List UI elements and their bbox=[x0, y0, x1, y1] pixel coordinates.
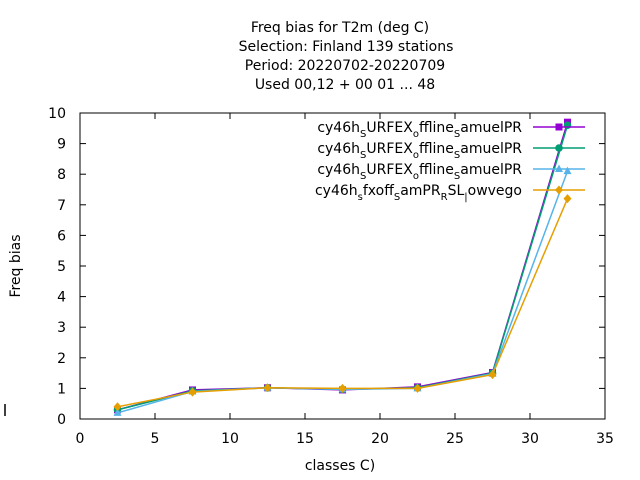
data-point bbox=[413, 383, 422, 393]
legend-label: cy46hSURFEXofflineSamuelPR bbox=[317, 141, 522, 161]
legend: cy46hSURFEXofflineSamuelPRcy46hSURFEXoff… bbox=[315, 120, 585, 203]
x-tick-label: 15 bbox=[296, 431, 314, 447]
series-line bbox=[117, 170, 569, 414]
x-tick-label: 0 bbox=[76, 431, 85, 447]
legend-swatch-marker bbox=[555, 185, 563, 195]
series-layer bbox=[113, 118, 572, 416]
data-point bbox=[338, 383, 347, 393]
y-axis-label: Freq bias bbox=[8, 234, 24, 297]
data-point bbox=[263, 383, 272, 393]
legend-entry: cy46hSURFEXofflineSamuelPR bbox=[317, 141, 585, 161]
legend-label: cy46hSURFEXofflineSamuelPR bbox=[317, 162, 522, 182]
legend-entry: cy46hSURFEXofflineSamuelPR bbox=[317, 120, 585, 140]
series-3 bbox=[113, 166, 572, 416]
data-point bbox=[113, 408, 122, 416]
y-tick-label: 9 bbox=[57, 137, 66, 153]
y-tick-label: 7 bbox=[57, 198, 66, 214]
x-axis-label: classes C) bbox=[305, 458, 375, 474]
title-line-3: Period: 20220702-20220709 bbox=[245, 58, 445, 74]
legend-entry: cy46hsfxoffSamPRRSL|owvego bbox=[315, 183, 585, 203]
data-point bbox=[563, 121, 572, 130]
title-line-1: Freq bias for T2m (deg C) bbox=[251, 20, 429, 36]
title-line-4: Used 00,12 + 00 01 ... 48 bbox=[255, 77, 435, 93]
x-tick-label: 30 bbox=[521, 431, 539, 447]
y-tick-label: 4 bbox=[57, 290, 66, 306]
legend-swatch-marker bbox=[555, 144, 563, 152]
series-line bbox=[117, 198, 569, 408]
data-point bbox=[113, 402, 122, 412]
y-tick-label: 2 bbox=[57, 351, 66, 367]
chart-title: Freq bias for T2m (deg C) Selection: Fin… bbox=[239, 20, 454, 93]
x-tick-label: 5 bbox=[151, 431, 160, 447]
y-tick-label: 10 bbox=[48, 106, 66, 122]
y-tick-label: 3 bbox=[57, 320, 66, 336]
data-point bbox=[188, 387, 197, 397]
legend-swatch-marker bbox=[555, 123, 563, 131]
series-4 bbox=[113, 194, 572, 412]
legend-label: cy46hsfxoffSamPRRSL|owvego bbox=[315, 183, 522, 203]
y-tick-label: 6 bbox=[57, 228, 66, 244]
x-tick-label: 10 bbox=[221, 431, 239, 447]
data-point bbox=[488, 370, 497, 380]
legend-swatch-marker bbox=[555, 164, 563, 172]
title-line-2: Selection: Finland 139 stations bbox=[239, 39, 454, 55]
x-tick-label: 35 bbox=[596, 431, 614, 447]
legend-entry: cy46hSURFEXofflineSamuelPR bbox=[317, 162, 585, 182]
legend-label: cy46hSURFEXofflineSamuelPR bbox=[317, 120, 522, 140]
data-point bbox=[563, 166, 572, 175]
y-tick-label: 5 bbox=[57, 259, 66, 275]
x-tick-label: 25 bbox=[446, 431, 464, 447]
y-tick-label: 0 bbox=[57, 412, 66, 428]
axis-ticks: 0 5 10 15 20 25 30 35 0 1 2 3 4 5 6 7 8 9 10 bbox=[48, 106, 614, 447]
y-tick-label: 8 bbox=[57, 167, 66, 183]
x-tick-label: 20 bbox=[371, 431, 389, 447]
data-point bbox=[563, 194, 572, 204]
plot-frame bbox=[79, 112, 606, 420]
y-tick-label: 1 bbox=[57, 381, 66, 397]
